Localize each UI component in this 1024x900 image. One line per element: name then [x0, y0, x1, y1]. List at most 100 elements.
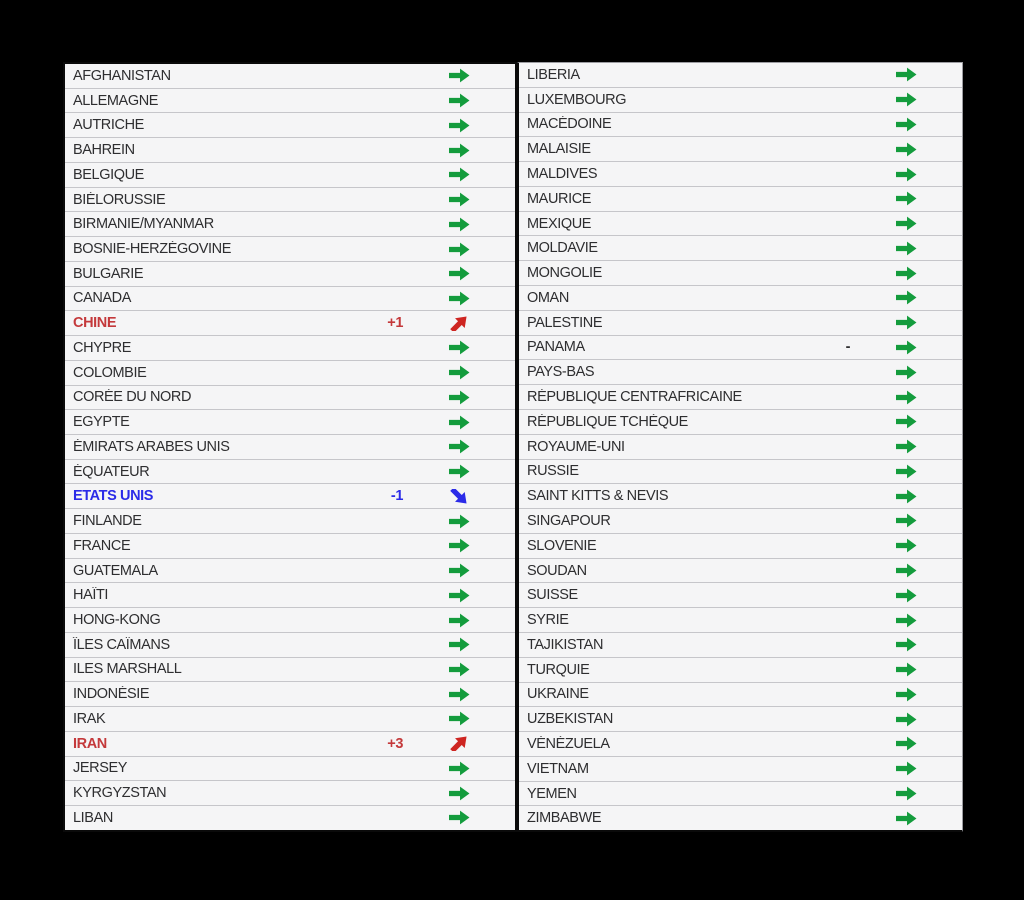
country-name: MOLDAVIE: [527, 240, 598, 257]
country-name: BELGIQUE: [73, 166, 144, 183]
country-trend-table: AFGHANISTAN ALLEMAGNE AUTRICHE BAHREIN BELGI…: [63, 62, 963, 832]
country-name: BOSNIE-HERZÉGOVINE: [73, 241, 231, 257]
right-arrow-icon: [850, 489, 962, 504]
right-arrow-icon: [850, 662, 962, 677]
table-row: RÉPUBLIQUE TCHÈQUE: [519, 410, 962, 435]
country-name: SOUDAN: [527, 562, 587, 579]
right-arrow-icon: [403, 217, 515, 232]
table-row: MOLDAVIE: [519, 236, 962, 262]
right-arrow-icon: [850, 786, 962, 801]
country-name: FRANCE: [73, 537, 131, 554]
country-name: BIRMANIE/MYANMAR: [73, 216, 214, 233]
country-name: AFGHANISTAN: [73, 67, 171, 84]
table-row: HONG-KONG: [65, 608, 515, 633]
right-arrow-icon: [850, 340, 962, 355]
country-name: SUISSE: [527, 587, 578, 604]
up-right-arrow-icon: [403, 316, 515, 331]
table-row: MALDIVES: [519, 162, 962, 187]
right-arrow-icon: [403, 761, 515, 776]
table-row: YEMEN: [519, 782, 962, 807]
table-row: RUSSIE: [519, 460, 962, 485]
table-row: FINLANDE: [65, 509, 515, 534]
table-row: LIBERIA: [519, 63, 962, 88]
right-arrow-icon: [850, 216, 962, 231]
table-row: TAJIKISTAN: [519, 633, 962, 658]
country-name: MALDIVES: [527, 166, 598, 183]
country-name: ETATS UNIS: [73, 488, 154, 505]
country-name: UKRAINE: [527, 686, 589, 703]
right-arrow-icon: [403, 687, 515, 702]
right-arrow-icon: [403, 291, 515, 306]
country-name: PAYS-BAS: [527, 364, 595, 381]
country-name: ÉMIRATS ARABES UNIS: [73, 438, 230, 455]
table-row: IRAN +3: [65, 732, 515, 757]
right-arrow-icon: [403, 464, 515, 479]
table-row: CHYPRE: [65, 336, 515, 361]
table-row: ÉMIRATS ARABES UNIS: [65, 435, 515, 460]
right-arrow-icon: [403, 711, 515, 726]
table-row: ALLEMAGNE: [65, 89, 515, 114]
country-name: CHYPRE: [73, 339, 132, 356]
right-arrow-icon: [403, 662, 515, 677]
country-name: LIBAN: [73, 809, 113, 826]
table-row: ROYAUME-UNI: [519, 435, 962, 460]
table-row: ILES MARSHALL: [65, 658, 515, 683]
country-name: BAHREIN: [73, 142, 135, 159]
table-row: BELGIQUE: [65, 163, 515, 188]
trend-delta: +3: [387, 735, 403, 752]
right-arrow-icon: [403, 365, 515, 380]
table-row: CORÉE DU NORD: [65, 386, 515, 411]
country-name: ROYAUME-UNI: [527, 438, 625, 455]
right-arrow-icon: [850, 761, 962, 776]
table-row: LUXEMBOURG: [519, 88, 962, 113]
table-row: BOSNIE-HERZÉGOVINE: [65, 237, 515, 262]
table-row: SLOVENIE: [519, 534, 962, 559]
right-arrow-icon: [403, 143, 515, 158]
right-arrow-icon: [403, 266, 515, 281]
up-right-arrow-icon: [403, 736, 515, 752]
country-name: LUXEMBOURG: [527, 91, 627, 108]
table-row: RÉPUBLIQUE CENTRAFRICAINE: [519, 385, 962, 410]
right-arrow-icon: [850, 167, 962, 182]
country-name: MACÉDOINE: [527, 116, 612, 133]
country-name: SINGAPOUR: [527, 512, 611, 529]
country-name: PANAMA: [527, 339, 585, 356]
country-name: SLOVENIE: [527, 537, 597, 554]
table-row: BIRMANIE/MYANMAR: [65, 212, 515, 238]
trend-delta: +1: [387, 315, 403, 332]
table-row: MAURICE: [519, 187, 962, 212]
table-row: PAYS-BAS: [519, 360, 962, 386]
right-arrow-icon: [403, 538, 515, 553]
country-name: FINLANDE: [73, 513, 142, 530]
country-name: SYRIE: [527, 612, 569, 629]
country-name: JERSEY: [73, 760, 128, 777]
right-arrow-icon: [850, 588, 962, 603]
country-name: MALAISIE: [527, 141, 591, 158]
table-row: JERSEY: [65, 757, 515, 782]
country-name: KYRGYZSTAN: [73, 785, 167, 802]
country-name: AUTRICHE: [73, 117, 144, 134]
table-row: BULGARIE: [65, 262, 515, 287]
right-arrow-icon: [403, 613, 515, 628]
country-name: TURQUIE: [527, 661, 590, 678]
trend-delta: -: [845, 339, 851, 356]
right-arrow-icon: [850, 117, 962, 132]
right-arrow-icon: [403, 439, 515, 454]
country-name: VIETNAM: [527, 760, 589, 777]
right-arrow-icon: [850, 513, 962, 528]
table-row: MACÉDOINE: [519, 113, 962, 138]
country-name: GUATEMALA: [73, 562, 158, 579]
right-arrow-icon: [403, 390, 515, 405]
right-arrow-icon: [850, 414, 962, 429]
right-arrow-icon: [850, 439, 962, 454]
table-row: SUISSE: [519, 583, 962, 609]
country-name: ZIMBABWE: [527, 810, 602, 827]
table-row: OMAN: [519, 286, 962, 311]
table-row: MONGOLIE: [519, 261, 962, 287]
country-name: HONG-KONG: [73, 612, 161, 629]
table-row: PANAMA -: [519, 336, 962, 361]
table-row: FRANCE: [65, 534, 515, 559]
table-row: SOUDAN: [519, 559, 962, 584]
table-row: KYRGYZSTAN: [65, 781, 515, 807]
right-arrow-icon: [403, 563, 515, 578]
